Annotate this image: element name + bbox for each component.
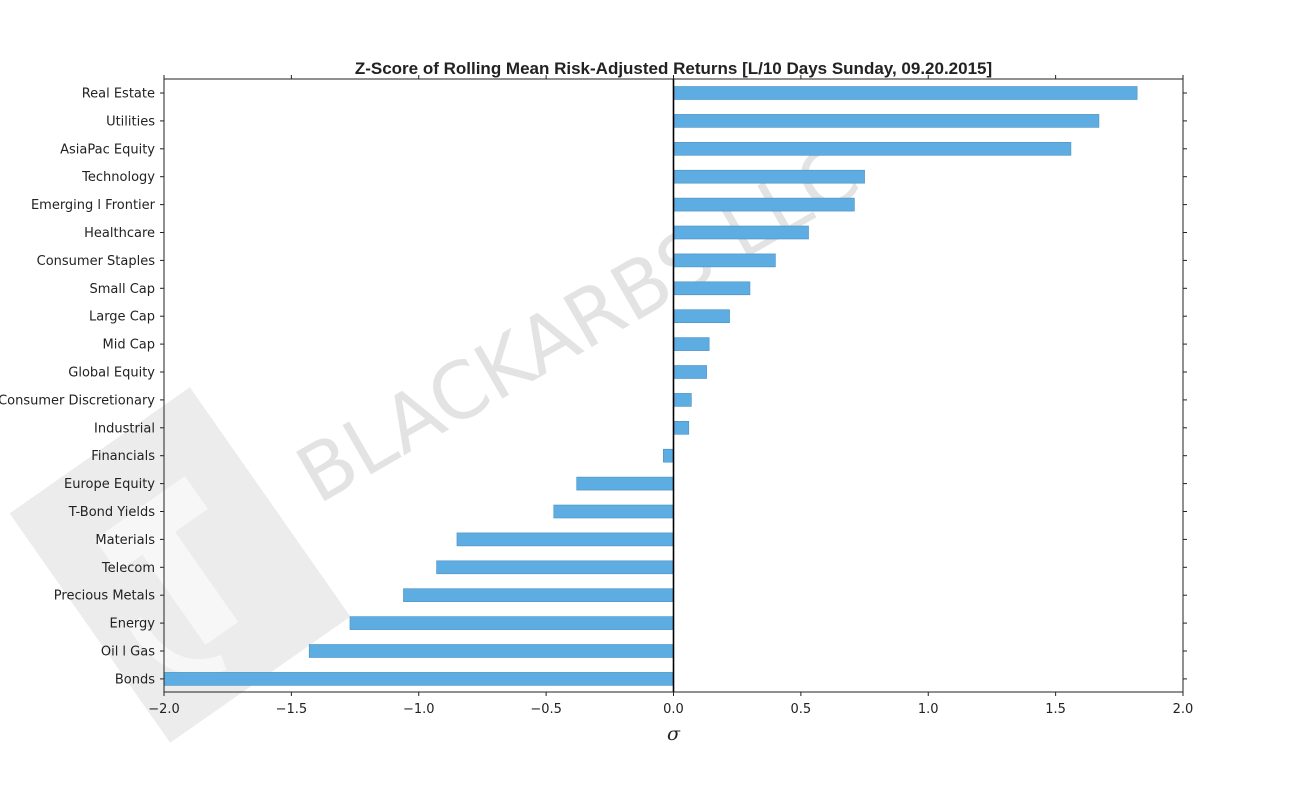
- x-tick-labels: −2.0 −1.5 −1.0 −0.5 0.0 0.5 1.0 1.5 2.0: [148, 702, 1193, 717]
- category-label: Real Estate: [82, 87, 155, 102]
- x-tick-label: 1.5: [1045, 702, 1066, 717]
- category-label: Energy: [109, 617, 155, 632]
- bar: [436, 560, 674, 575]
- bar: [456, 532, 674, 547]
- x-tick-label: −1.5: [276, 702, 308, 717]
- category-labels: Real Estate Utilities AsiaPac Equity Techno…: [0, 87, 156, 688]
- x-tick-label: −0.5: [530, 702, 562, 717]
- bar: [673, 309, 730, 324]
- category-label: Consumer Discretionary: [0, 393, 155, 408]
- category-label: Global Equity: [68, 366, 155, 381]
- bar: [673, 142, 1072, 156]
- bar: [673, 225, 809, 240]
- bar: [403, 588, 674, 603]
- x-tick-label: −1.0: [403, 702, 435, 717]
- bar: [673, 197, 855, 212]
- bar: [673, 281, 751, 296]
- blackarbs-logo: [9, 387, 351, 743]
- category-label: Small Cap: [89, 282, 155, 297]
- plot-frame: [163, 78, 1184, 693]
- x-tick-label: −2.0: [148, 702, 180, 717]
- bar: [163, 672, 674, 686]
- x-axis-label: σ: [667, 723, 681, 745]
- bar: [673, 337, 710, 351]
- bar: [308, 644, 674, 658]
- category-label: Utilities: [106, 114, 155, 129]
- x-tick-label: 2.0: [1173, 702, 1194, 717]
- ticks-group: [160, 75, 1187, 696]
- x-tick-label: 1.0: [918, 702, 939, 717]
- category-label: Oil l Gas: [101, 645, 155, 660]
- category-label: Industrial: [94, 421, 155, 436]
- bar: [673, 114, 1100, 128]
- bar: [673, 86, 1138, 100]
- bar: [663, 448, 674, 463]
- bar: [349, 616, 674, 630]
- bar: [673, 169, 865, 184]
- chart-title: Z-Score of Rolling Mean Risk-Adjusted Re…: [355, 59, 992, 78]
- category-label: Bonds: [115, 672, 155, 687]
- bar: [553, 504, 674, 519]
- category-label: Precious Metals: [54, 589, 155, 604]
- category-label: T-Bond Yields: [68, 505, 155, 520]
- x-tick-label: 0.0: [663, 702, 684, 717]
- category-label: Financials: [91, 449, 155, 464]
- category-label: Europe Equity: [64, 477, 155, 492]
- category-label: Materials: [95, 533, 155, 548]
- category-label: Telecom: [101, 561, 155, 576]
- category-label: Large Cap: [89, 310, 155, 325]
- category-label: Consumer Staples: [37, 254, 156, 269]
- category-label: AsiaPac Equity: [60, 142, 155, 157]
- bar: [576, 476, 674, 491]
- category-label: Technology: [81, 170, 155, 185]
- watermark-text: BLACKARBS LLC: [283, 128, 874, 521]
- x-tick-label: 0.5: [791, 702, 812, 717]
- bar: [673, 253, 776, 268]
- category-label: Healthcare: [84, 226, 155, 241]
- bar: [673, 393, 692, 407]
- bar: [673, 420, 690, 435]
- bar: [673, 365, 707, 379]
- category-label: Mid Cap: [102, 338, 155, 353]
- category-label: Emerging l Frontier: [31, 198, 156, 213]
